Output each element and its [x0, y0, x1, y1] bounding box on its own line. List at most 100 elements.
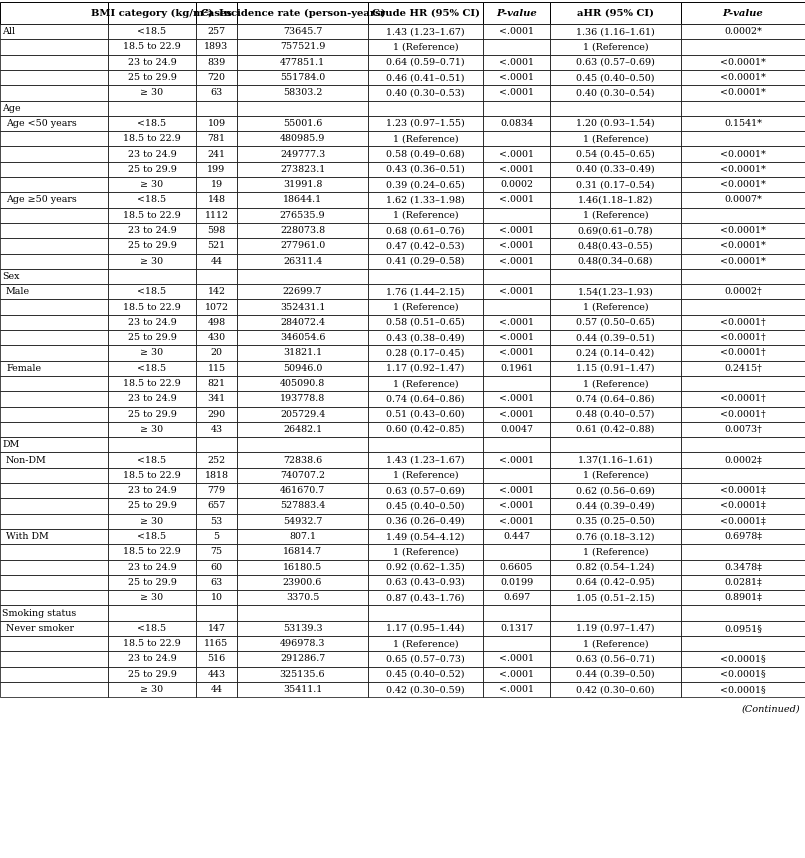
Text: 23 to 24.9: 23 to 24.9: [128, 563, 176, 571]
Bar: [550, 253, 681, 269]
Text: <0.0001§: <0.0001§: [720, 655, 766, 663]
Bar: [237, 208, 368, 223]
Bar: [681, 422, 805, 437]
Text: 0.64 (0.59–0.71): 0.64 (0.59–0.71): [386, 57, 464, 67]
Bar: [368, 360, 483, 376]
Text: <0.0001*: <0.0001*: [720, 257, 766, 266]
Bar: [368, 284, 483, 299]
Bar: [550, 376, 681, 391]
Bar: [483, 590, 550, 606]
Bar: [368, 39, 483, 55]
Text: 1 (Reference): 1 (Reference): [583, 134, 648, 143]
Text: <.0001: <.0001: [499, 486, 534, 495]
Bar: [0, 69, 108, 85]
Text: 0.39 (0.24–0.65): 0.39 (0.24–0.65): [386, 180, 464, 189]
Bar: [196, 330, 237, 345]
Text: 73645.7: 73645.7: [283, 27, 322, 36]
Text: 115: 115: [208, 364, 225, 372]
Bar: [550, 559, 681, 575]
Bar: [237, 529, 368, 544]
Text: 0.47 (0.42–0.53): 0.47 (0.42–0.53): [386, 241, 464, 251]
Text: 807.1: 807.1: [289, 532, 316, 541]
Bar: [108, 575, 196, 590]
Text: <.0001: <.0001: [499, 409, 534, 419]
Bar: [681, 315, 805, 330]
Text: <0.0001†: <0.0001†: [720, 333, 766, 342]
Text: 839: 839: [208, 57, 225, 67]
Bar: [681, 253, 805, 269]
Text: <0.0001‡: <0.0001‡: [720, 486, 766, 495]
Bar: [196, 575, 237, 590]
Bar: [108, 345, 196, 360]
Bar: [108, 422, 196, 437]
Bar: [108, 223, 196, 239]
Text: ≥ 30: ≥ 30: [140, 593, 163, 602]
Text: 0.62 (0.56–0.69): 0.62 (0.56–0.69): [576, 486, 655, 495]
Bar: [237, 55, 368, 69]
Text: 720: 720: [208, 73, 225, 82]
Text: 0.8901‡: 0.8901‡: [724, 593, 762, 602]
Bar: [108, 131, 196, 147]
Bar: [550, 161, 681, 177]
Bar: [196, 315, 237, 330]
Text: 1 (Reference): 1 (Reference): [583, 379, 648, 388]
Text: 31821.1: 31821.1: [283, 348, 322, 358]
Bar: [196, 161, 237, 177]
Text: 23 to 24.9: 23 to 24.9: [128, 149, 176, 159]
Text: 498: 498: [208, 317, 225, 327]
Text: 273823.1: 273823.1: [280, 165, 325, 174]
Text: 0.51 (0.43–0.60): 0.51 (0.43–0.60): [386, 409, 464, 419]
Text: 1165: 1165: [204, 639, 229, 648]
Bar: [237, 345, 368, 360]
Bar: [237, 284, 368, 299]
Text: <.0001: <.0001: [499, 196, 534, 204]
Bar: [681, 269, 805, 284]
Text: DM: DM: [2, 440, 19, 450]
Bar: [483, 330, 550, 345]
Bar: [196, 345, 237, 360]
Text: 477851.1: 477851.1: [280, 57, 325, 67]
Text: 25 to 29.9: 25 to 29.9: [127, 670, 176, 679]
Bar: [0, 2, 108, 24]
Text: 18.5 to 22.9: 18.5 to 22.9: [123, 303, 181, 311]
Bar: [550, 39, 681, 55]
Bar: [368, 407, 483, 422]
Bar: [108, 24, 196, 39]
Bar: [0, 208, 108, 223]
Text: 1 (Reference): 1 (Reference): [393, 211, 458, 220]
Text: <18.5: <18.5: [138, 364, 167, 372]
Text: 0.64 (0.42–0.95): 0.64 (0.42–0.95): [576, 578, 654, 587]
Bar: [0, 147, 108, 161]
Text: 1 (Reference): 1 (Reference): [393, 379, 458, 388]
Text: Crude HR (95% CI): Crude HR (95% CI): [371, 9, 480, 17]
Text: ≥ 30: ≥ 30: [140, 685, 163, 694]
Bar: [196, 131, 237, 147]
Text: 1.43 (1.23–1.67): 1.43 (1.23–1.67): [386, 456, 464, 464]
Bar: [483, 100, 550, 116]
Bar: [550, 116, 681, 131]
Bar: [196, 55, 237, 69]
Bar: [681, 161, 805, 177]
Bar: [550, 452, 681, 468]
Bar: [681, 116, 805, 131]
Bar: [0, 651, 108, 667]
Text: ≥ 30: ≥ 30: [140, 348, 163, 358]
Bar: [681, 55, 805, 69]
Bar: [368, 682, 483, 698]
Text: 25 to 29.9: 25 to 29.9: [127, 578, 176, 587]
Text: 16180.5: 16180.5: [283, 563, 322, 571]
Text: 0.54 (0.45–0.65): 0.54 (0.45–0.65): [576, 149, 655, 159]
Bar: [483, 498, 550, 514]
Bar: [483, 575, 550, 590]
Bar: [196, 239, 237, 253]
Text: 0.48 (0.40–0.57): 0.48 (0.40–0.57): [576, 409, 654, 419]
Text: 18.5 to 22.9: 18.5 to 22.9: [123, 639, 181, 648]
Text: 0.63 (0.57–0.69): 0.63 (0.57–0.69): [576, 57, 655, 67]
Bar: [483, 116, 550, 131]
Text: 1.36 (1.16–1.61): 1.36 (1.16–1.61): [576, 27, 655, 36]
Text: 1112: 1112: [204, 211, 229, 220]
Text: 0.3478‡: 0.3478‡: [724, 563, 762, 571]
Text: aHR (95% CI): aHR (95% CI): [577, 9, 654, 17]
Bar: [483, 514, 550, 529]
Bar: [483, 391, 550, 407]
